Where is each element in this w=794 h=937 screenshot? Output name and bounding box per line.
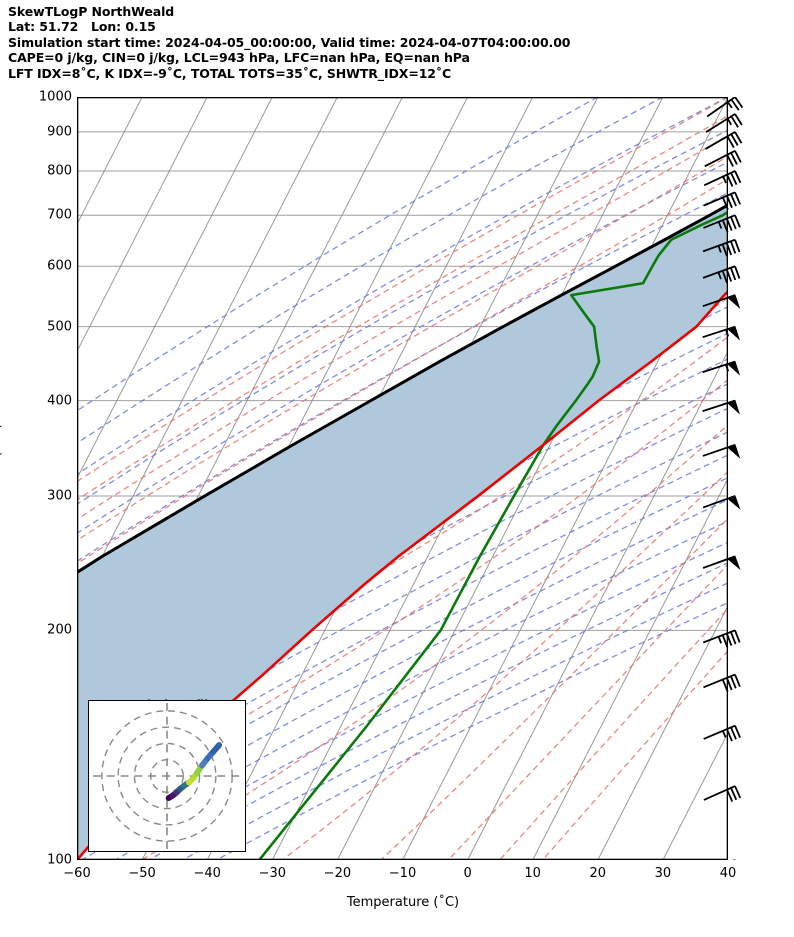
hodograph-ring-30 — [117, 726, 217, 826]
wind-barb-1000hPa — [706, 97, 744, 118]
wind-barb-600hPa — [702, 265, 741, 284]
temperature-axis-ticks: −60 −50 −40 −30 −20 −10 0 10 20 30 40 — [0, 866, 794, 896]
station-coordinates: Lat: 51.72 Lon: 0.15 — [8, 19, 156, 35]
pressure-tick-700: 700 — [47, 207, 72, 223]
figure-title: SkewTLogP NorthWeald — [8, 4, 175, 19]
pressure-tick-300: 300 — [47, 488, 72, 504]
wind-barb-column — [702, 97, 744, 860]
hodograph-ring-20 — [133, 742, 201, 810]
temperature-tick-0: 0 — [463, 866, 472, 881]
simulation-times: Simulation start time: 2024-04-05_00:00:… — [8, 34, 571, 50]
wind-barb-900hPa — [705, 131, 743, 150]
temperature-tick-40: 40 — [719, 866, 737, 881]
temperature-tick--40: −40 — [193, 866, 221, 881]
stability-indices-1: CAPE=0 j/kg, CIN=0 j/kg, LCL=943 hPa, LF… — [8, 50, 470, 66]
hodograph-inset — [88, 700, 246, 852]
wind-barb-150hPa — [703, 724, 741, 742]
hodograph-segment-10 — [210, 742, 223, 755]
pressure-tick-400: 400 — [47, 393, 72, 409]
wind-barb-300hPa — [702, 495, 741, 510]
pressure-tick-100: 100 — [47, 852, 72, 868]
pressure-tick-1000: 1000 — [38, 89, 72, 105]
wind-barb-550hPa — [702, 294, 741, 309]
pressure-tick-800: 800 — [47, 163, 72, 179]
figure-header: SkewTLogP NorthWeald Lat: 51.72 Lon: 0.1… — [8, 4, 788, 81]
wind-barb-800hPa — [703, 170, 742, 187]
wind-barb-700hPa — [703, 214, 741, 233]
temperature-tick-10: 10 — [524, 866, 541, 881]
wind-barb-125hPa — [703, 785, 742, 802]
wind-barb-200hPa — [702, 629, 741, 648]
temperature-tick--20: −20 — [323, 866, 352, 881]
pressure-tick-900: 900 — [47, 124, 72, 140]
temperature-tick--10: −10 — [388, 866, 417, 881]
stability-indices-2: LFT IDX=8˚C, K IDX=-9˚C, TOTAL TOTS=35˚C… — [8, 65, 452, 81]
wind-barb-750hPa — [703, 191, 741, 210]
wind-barb-650hPa — [702, 238, 741, 257]
temperature-tick--50: −50 — [128, 866, 156, 881]
temperature-tick--30: −30 — [258, 866, 287, 881]
x-axis-label: Temperature (˚C) — [346, 895, 460, 910]
pressure-tick-500: 500 — [47, 319, 72, 335]
y-axis-label: Pressure (hPa) — [0, 423, 4, 517]
wind-barb-350hPa — [702, 444, 741, 459]
temperature-tick-20: 20 — [589, 866, 607, 881]
pressure-tick-600: 600 — [47, 258, 72, 274]
temperature-tick--60: −60 — [63, 866, 91, 881]
hodograph-canvas — [92, 702, 242, 850]
wind-barb-250hPa — [702, 555, 741, 571]
wind-barb-500hPa — [702, 325, 741, 341]
temperature-tick-30: 30 — [654, 866, 672, 881]
wind-barb-950hPa — [705, 113, 743, 133]
wind-barb-450hPa — [702, 360, 741, 376]
pressure-tick-200: 200 — [47, 622, 72, 638]
pressure-axis-ticks: 100 200 300 400 500 600 700 800 900 1000 — [0, 0, 72, 937]
wind-barb-400hPa — [702, 399, 741, 415]
wind-barb-850hPa — [704, 150, 742, 168]
wind-barb-175hPa — [703, 673, 741, 692]
